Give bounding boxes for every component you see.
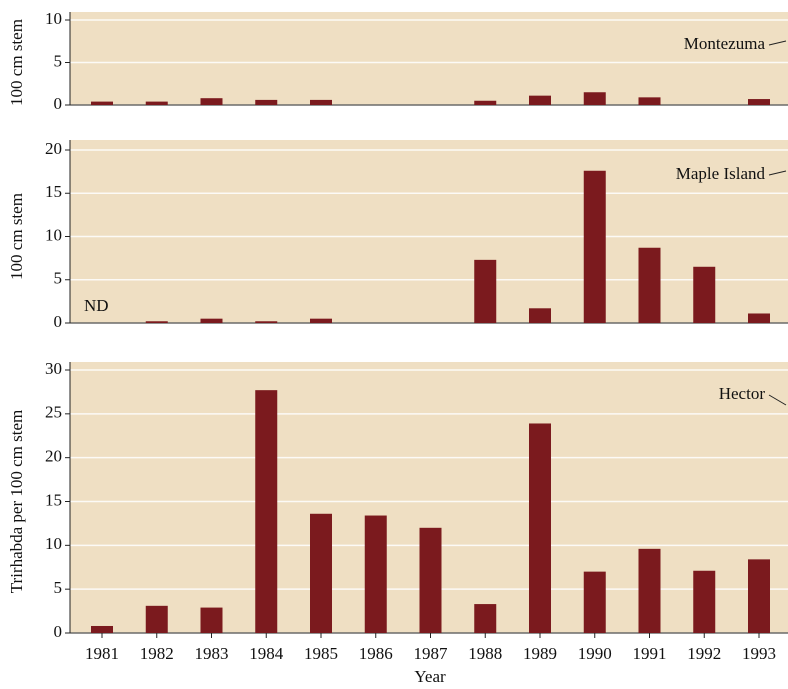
x-tick-label: 1984 — [249, 644, 284, 663]
x-tick-label: 1985 — [304, 644, 338, 663]
y-tick-label: 0 — [54, 312, 63, 331]
panel-label: Montezuma — [684, 34, 766, 53]
bar — [474, 604, 497, 633]
bar — [583, 571, 606, 633]
plot-background — [70, 140, 788, 323]
panel-label: Hector — [719, 384, 766, 403]
x-axis-label: Year — [414, 667, 446, 686]
bar — [91, 625, 113, 633]
bar — [529, 95, 551, 105]
bar — [474, 259, 497, 323]
x-tick-label: 1990 — [578, 644, 612, 663]
y-tick-label: 0 — [54, 94, 63, 113]
label-leader — [768, 170, 787, 176]
y-tick-label: 10 — [45, 225, 62, 244]
y-axis-label: 100 cm stem — [7, 193, 26, 280]
bar — [310, 513, 332, 633]
bar — [255, 321, 278, 323]
label-leader — [768, 394, 787, 406]
y-tick-label: 25 — [45, 403, 62, 422]
panel-label: Maple Island — [676, 164, 766, 183]
bar — [91, 101, 113, 105]
bar — [693, 570, 716, 633]
bar — [583, 170, 606, 323]
label-leader — [768, 40, 787, 46]
y-tick-label: 10 — [45, 9, 62, 28]
bar — [364, 515, 387, 633]
bar — [310, 99, 332, 105]
bar — [474, 100, 497, 105]
y-tick-label: 15 — [45, 490, 62, 509]
bar — [529, 308, 551, 323]
bar — [255, 390, 278, 633]
bar — [200, 318, 223, 323]
y-tick-label: 5 — [54, 578, 63, 597]
bar — [145, 101, 168, 105]
bar — [200, 607, 223, 633]
bar — [583, 92, 606, 105]
bar — [693, 266, 716, 323]
bar — [529, 423, 551, 633]
y-tick-label: 20 — [45, 139, 62, 158]
bar — [638, 247, 661, 323]
bar — [145, 321, 168, 323]
y-tick-label: 15 — [45, 182, 62, 201]
x-tick-label: 1989 — [523, 644, 557, 663]
bar — [310, 318, 332, 323]
bar — [145, 605, 168, 633]
x-tick-label: 1987 — [414, 644, 449, 663]
y-tick-label: 0 — [54, 622, 63, 641]
y-axis-label: Trirhabda per 100 cm stem — [7, 410, 26, 594]
bar — [748, 99, 770, 105]
y-tick-label: 10 — [45, 534, 62, 553]
bar — [748, 313, 770, 323]
y-axis-label: 100 cm stem — [7, 19, 26, 106]
bar — [638, 97, 661, 105]
bar — [419, 527, 442, 633]
x-tick-label: 1991 — [633, 644, 667, 663]
y-tick-label: 5 — [54, 269, 63, 288]
bar — [748, 559, 770, 633]
y-tick-label: 30 — [45, 359, 62, 378]
x-tick-label: 1993 — [742, 644, 776, 663]
x-tick-label: 1992 — [687, 644, 721, 663]
y-tick-label: 5 — [54, 51, 63, 70]
x-tick-label: 1983 — [195, 644, 229, 663]
bar — [255, 99, 278, 105]
x-tick-label: 1988 — [468, 644, 502, 663]
x-tick-label: 1982 — [140, 644, 174, 663]
note: ND — [84, 296, 109, 315]
x-tick-label: 1981 — [85, 644, 119, 663]
bar — [638, 548, 661, 633]
bar — [200, 98, 223, 105]
x-tick-label: 1986 — [359, 644, 393, 663]
plot-background — [70, 12, 788, 105]
y-tick-label: 20 — [45, 447, 62, 466]
